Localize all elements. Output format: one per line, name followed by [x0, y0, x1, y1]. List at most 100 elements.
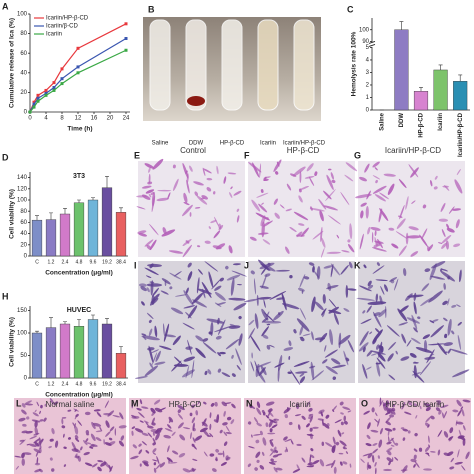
cell	[425, 452, 430, 455]
cell	[146, 287, 150, 293]
cell	[192, 458, 198, 461]
data-point	[124, 22, 128, 26]
panel-letter: J	[244, 260, 249, 270]
cell	[168, 416, 174, 423]
error-bar	[49, 317, 53, 328]
data-point	[36, 93, 40, 97]
cell	[142, 336, 147, 341]
cell	[360, 202, 367, 207]
cell	[366, 305, 372, 313]
cell	[324, 349, 338, 358]
cell	[430, 325, 445, 338]
cell	[34, 469, 42, 473]
cell	[369, 331, 373, 335]
cell	[283, 347, 294, 351]
cell	[118, 425, 127, 429]
cell	[408, 226, 419, 231]
cell	[219, 351, 226, 355]
cell	[80, 446, 83, 451]
cell	[455, 420, 458, 426]
cell	[406, 317, 420, 324]
cell	[405, 293, 413, 301]
x-tick-label: 4.8	[76, 259, 83, 265]
data-point	[32, 102, 36, 106]
cell	[97, 466, 102, 472]
cell	[260, 189, 264, 193]
cell	[38, 437, 42, 446]
cell	[91, 421, 96, 430]
cell	[67, 409, 72, 412]
micrograph	[244, 398, 356, 474]
cell	[261, 308, 269, 321]
cell	[298, 195, 303, 203]
cell	[419, 234, 429, 248]
cell	[300, 227, 309, 237]
cell	[97, 459, 103, 463]
cell	[173, 271, 182, 277]
error-bar	[458, 74, 463, 82]
cell	[204, 370, 208, 376]
cell	[451, 208, 462, 211]
cell	[451, 304, 457, 308]
cell	[120, 435, 125, 441]
cell	[375, 293, 379, 302]
cell	[420, 297, 433, 307]
cell	[289, 226, 297, 233]
cell	[328, 215, 341, 225]
cell	[328, 168, 332, 171]
cell	[24, 400, 32, 405]
cell	[191, 405, 195, 409]
cell	[187, 271, 193, 281]
cell	[372, 185, 387, 194]
cell	[309, 433, 313, 440]
cell	[131, 426, 136, 429]
cell	[391, 437, 396, 445]
x-tick-label: Icariin	[438, 113, 444, 131]
error-bar	[399, 21, 404, 30]
cell	[255, 363, 260, 378]
cell	[375, 328, 380, 334]
cell	[187, 305, 198, 319]
cell	[452, 409, 459, 413]
cell	[273, 310, 284, 321]
cell	[150, 192, 155, 196]
cell	[279, 204, 285, 209]
cell	[325, 463, 334, 467]
cell	[414, 432, 418, 437]
cell	[338, 452, 344, 455]
cell	[172, 335, 181, 346]
cell	[238, 315, 242, 320]
cell	[204, 240, 211, 244]
cell	[157, 189, 172, 192]
cell	[77, 420, 82, 426]
cell	[131, 415, 140, 419]
cell	[257, 232, 269, 235]
cell	[411, 200, 416, 204]
cell	[312, 230, 324, 240]
x-tick-label: 19.2	[102, 259, 112, 265]
cell	[32, 412, 39, 417]
cell	[447, 348, 451, 354]
cell	[90, 433, 96, 441]
cell	[276, 297, 285, 300]
x-tick-label: C	[35, 381, 39, 387]
cell	[295, 403, 300, 410]
cell	[385, 305, 387, 319]
cell	[183, 201, 190, 206]
cell	[131, 402, 134, 409]
cell	[395, 231, 408, 240]
cell	[34, 462, 41, 466]
cell	[282, 303, 300, 310]
cell	[21, 452, 25, 459]
cell	[444, 333, 448, 339]
cell	[166, 457, 173, 463]
error-bar	[35, 215, 39, 221]
cell	[164, 334, 177, 338]
cell	[444, 351, 448, 354]
cell	[251, 199, 261, 212]
cell	[286, 183, 292, 191]
cell	[191, 443, 197, 450]
cell	[325, 442, 333, 448]
cell	[375, 279, 388, 282]
